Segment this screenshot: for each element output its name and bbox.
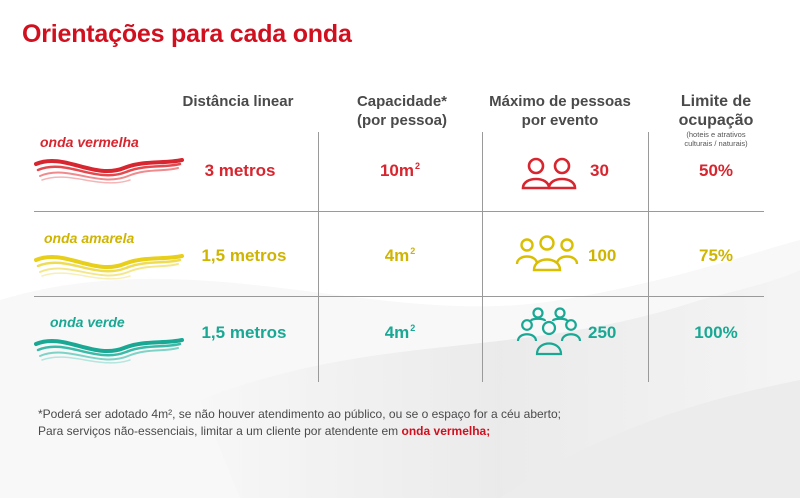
yellow-wave-icon [34,254,184,280]
distance-green: 1,5 metros [201,323,287,342]
header-distance: Distância linear [168,92,308,111]
capacity-green-value: 4m [384,323,410,342]
header-capacity-line2: (por pessoa) [356,112,447,129]
capacity-green: 4m2 [340,323,460,343]
two-people-icon [521,157,577,190]
header-occupancy-line1: Limite de [680,93,752,110]
crowd-people-icon [516,307,582,356]
divider-horizontal [34,211,764,212]
header-capacity: Capacidade* (por pessoa) [332,92,472,130]
header-occupancy-note-line2: culturais / naturais) [684,139,748,148]
wave-label-green: onda verde [50,314,125,330]
capacity-yellow: 4m2 [340,246,460,266]
capacity-yellow-sup: 2 [410,246,416,256]
divider-vertical [318,132,319,382]
capacity-red: 10m2 [340,161,460,181]
max-people-green: 250 [588,323,617,342]
footnote-line2-text: Para serviços não-essenciais, limitar a … [38,424,402,438]
capacity-green-sup: 2 [410,323,416,333]
header-max-people-line1: Máximo de pessoas [489,93,631,110]
red-wave-icon [34,158,184,184]
occupancy-green: 100% [694,323,738,342]
occupancy-red: 50% [698,161,734,180]
max-people-red: 30 [590,161,609,180]
header-max-people-line2: por evento [521,112,599,129]
capacity-red-value: 10m [379,161,414,180]
max-people-yellow: 100 [588,246,617,265]
page-title: Orientações para cada onda [22,20,352,48]
green-wave-icon [34,338,184,364]
capacity-red-sup: 2 [415,161,421,171]
header-occupancy-line2: ocupação [678,112,754,129]
header-occupancy-note-line1: (hoteis e atrativos [686,130,746,139]
distance-red: 3 metros [204,161,276,180]
divider-horizontal [34,296,764,297]
wave-label-yellow: onda amarela [44,230,135,246]
footnote-line1: *Poderá ser adotado 4m², se não houver a… [38,407,562,421]
header-distance-label: Distância linear [182,93,294,110]
divider-vertical [648,132,649,382]
header-occupancy: Limite de ocupação (hoteis e atrativos c… [656,92,776,148]
distance-yellow: 1,5 metros [201,246,287,265]
footnote-highlight: onda vermelha; [401,424,491,438]
occupancy-yellow: 75% [698,246,734,265]
wave-label-red: onda vermelha [40,134,139,150]
group-people-icon [515,235,579,272]
footnote-line2: Para serviços não-essenciais, limitar a … [38,423,561,440]
header-capacity-line1: Capacidade* [356,93,448,110]
capacity-yellow-value: 4m [384,246,410,265]
header-max-people: Máximo de pessoas por evento [480,92,640,130]
divider-vertical [482,132,483,382]
footnote: *Poderá ser adotado 4m², se não houver a… [38,406,561,440]
